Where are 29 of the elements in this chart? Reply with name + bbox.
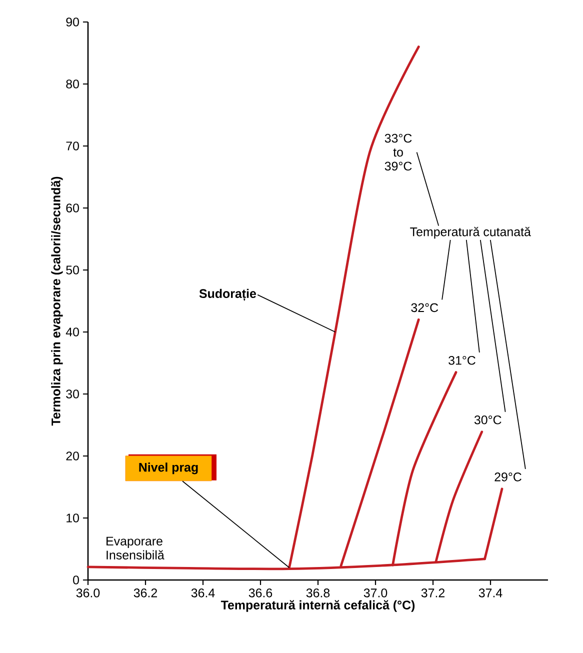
y-tick-label: 80 (66, 80, 79, 88)
annotation: Sudorație (199, 288, 256, 301)
y-tick-label: 30 (66, 390, 79, 398)
annotation: Temperatură cutanată (410, 226, 531, 239)
series-label: 33°C to 39°C (384, 134, 412, 171)
x-tick-label: 37.0 (364, 588, 388, 598)
x-tick-label: 36.8 (306, 588, 330, 598)
y-tick-label: 10 (66, 514, 79, 522)
x-tick-label: 36.6 (248, 588, 272, 598)
x-tick-label: 36.2 (134, 588, 157, 598)
y-tick-label: 50 (66, 266, 79, 274)
series-label: 29°C (494, 472, 522, 482)
y-tick-label: 20 (66, 452, 79, 460)
y-tick-label: 40 (66, 328, 79, 336)
x-tick-label: 36.0 (76, 588, 100, 598)
y-tick-label: 60 (66, 204, 79, 212)
y-axis-title: Termoliza prin evaporare (calorii/secundă) (51, 176, 63, 426)
x-tick-label: 37.4 (478, 588, 502, 598)
series-label: 30°C (474, 415, 502, 424)
series-label: 31°C (448, 356, 476, 365)
x-tick-label: 36.4 (191, 588, 215, 598)
y-tick-label: 70 (66, 142, 79, 150)
x-tick-label: 37.2 (421, 588, 444, 598)
series-label: Evaporare Insensibilă (106, 536, 164, 560)
y-tick-label: 0 (73, 576, 79, 584)
y-tick-label: 90 (66, 18, 79, 26)
annotation: Nivel prag (139, 462, 198, 474)
x-axis-title: Temperatură internă cefalică (°C) (220, 600, 415, 612)
series-label: 32°C (411, 303, 438, 312)
